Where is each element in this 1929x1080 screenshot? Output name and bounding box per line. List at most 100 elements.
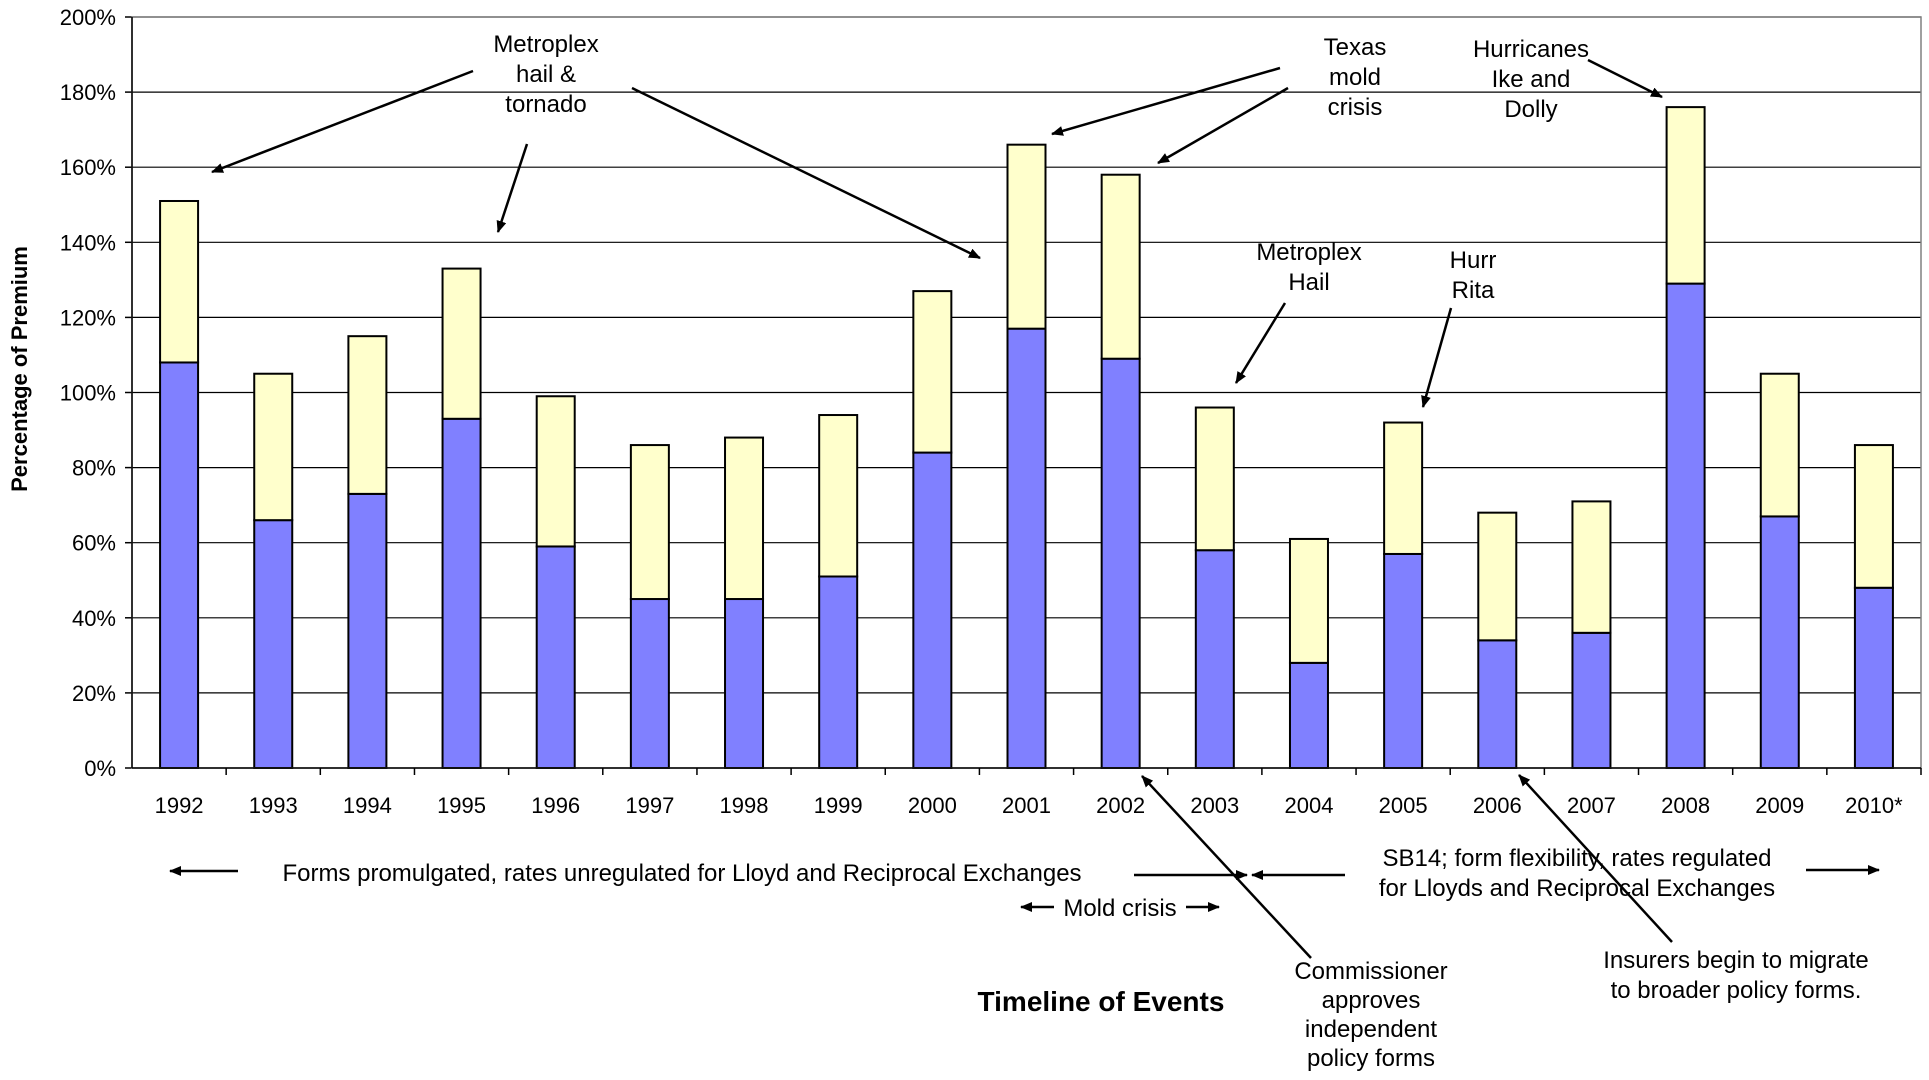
bar-segment-1-2004 — [1288, 661, 1329, 769]
y-tick-label: 180% — [60, 80, 116, 105]
bar-segment-1-2002 — [1100, 357, 1141, 769]
x-tick-label: 1999 — [814, 793, 863, 818]
x-tick-label: 2001 — [1002, 793, 1051, 818]
x-tick-label: 1996 — [531, 793, 580, 818]
y-axis-label: Percentage of Premium — [7, 246, 32, 492]
annotation-line: hail & — [516, 61, 576, 88]
x-tick-label: 2002 — [1096, 793, 1145, 818]
bar-segment-2-2009 — [1759, 372, 1800, 518]
timeline-label: SB14; form flexibility, rates regulated — [1382, 845, 1771, 872]
x-tick-label: 1995 — [437, 793, 486, 818]
y-tick-label: 100% — [60, 381, 116, 406]
annotation-texas-mold-crisis: Texas mold crisis — [1051, 34, 1386, 165]
y-tick-label: 80% — [72, 456, 116, 481]
x-tick-label: 1994 — [343, 793, 392, 818]
x-tick-label: 1993 — [249, 793, 298, 818]
x-tick-label: 2008 — [1661, 793, 1710, 818]
annotation-line: Rita — [1452, 277, 1495, 304]
bar-segment-2-1994 — [347, 335, 388, 495]
bar-segment-1-2009 — [1759, 515, 1800, 769]
arrow — [496, 143, 529, 233]
bar-segment-2-1992 — [159, 199, 200, 364]
bar-segment-2-2001 — [1006, 143, 1047, 330]
arrow — [1421, 307, 1453, 408]
bar-segment-1-2008 — [1665, 282, 1706, 769]
bar-segment-2-2004 — [1288, 537, 1329, 664]
bar-segment-1-1998 — [724, 598, 765, 770]
x-tick-label: 2003 — [1190, 793, 1239, 818]
timeline-label: Forms promulgated, rates unregulated for… — [282, 860, 1081, 887]
x-tick-label: 2004 — [1284, 793, 1333, 818]
bar-segment-1-1995 — [441, 417, 482, 769]
y-tick-labels: 0% 20% 40% 60% 80% 100% 120% 140% 160% 180% 200% — [60, 5, 116, 781]
annotation-line: Hurricanes — [1473, 36, 1589, 63]
y-tick-label: 140% — [60, 230, 116, 255]
annotation-insurers: Insurers begin to migrate to broader pol… — [1518, 774, 1869, 1004]
bar-segment-2-2003 — [1194, 406, 1235, 552]
x-tick-label: 1998 — [720, 793, 769, 818]
y-tick-label: 60% — [72, 531, 116, 556]
x-tick-label: 2007 — [1567, 793, 1616, 818]
bar-segment-2-1999 — [818, 414, 859, 578]
bar-segment-2-2007 — [1571, 500, 1612, 634]
bar-segment-2-2005 — [1383, 421, 1424, 555]
annotation-line: to broader policy forms. — [1611, 977, 1862, 1004]
arrow — [211, 69, 474, 174]
bar-segment-1-2010 — [1853, 586, 1894, 770]
y-tick-label: 200% — [60, 5, 116, 30]
timeline-label: Mold crisis — [1063, 895, 1176, 922]
annotation-line: Ike and — [1492, 66, 1571, 93]
annotation-line: mold — [1329, 64, 1381, 91]
annotation-metroplex-hail-tornado: Metroplex hail & tornado — [211, 31, 981, 260]
arrow — [1051, 66, 1281, 136]
arrow — [1587, 58, 1663, 99]
x-axis-title: Timeline of Events — [978, 986, 1225, 1017]
annotation-line: Hail — [1288, 269, 1329, 296]
x-tick-label: 2009 — [1755, 793, 1804, 818]
arrow — [1518, 774, 1673, 943]
bar-segment-2-2000 — [912, 290, 953, 454]
bar-segment-2-2002 — [1100, 173, 1141, 360]
bar-segment-1-2000 — [912, 451, 953, 769]
bars — [159, 106, 1894, 770]
annotation-line: policy forms — [1307, 1045, 1435, 1072]
annotation-commissioner: Commissioner approves independent policy… — [1141, 775, 1448, 1072]
arrow — [631, 86, 981, 260]
bar-segment-2-1997 — [629, 444, 670, 601]
bar-segment-2-2008 — [1665, 106, 1706, 285]
annotation-line: Hurr — [1450, 247, 1497, 274]
timeline-mold-crisis: Mold crisis — [1020, 895, 1220, 922]
bar-segment-2-2006 — [1477, 511, 1518, 642]
y-tick-label: 0% — [84, 756, 116, 781]
bar-segment-2-1996 — [535, 395, 576, 548]
x-tick-label: 2000 — [908, 793, 957, 818]
annotation-hurr-rita: Hurr Rita — [1421, 247, 1497, 408]
arrow — [1141, 775, 1312, 959]
x-tick-label: 2006 — [1473, 793, 1522, 818]
annotation-metroplex-hail: Metroplex Hail — [1234, 239, 1362, 384]
bar-segment-1-1996 — [535, 545, 576, 770]
timeline-sb14: SB14; form flexibility, rates regulated … — [1251, 845, 1880, 902]
timeline-label: for Lloyds and Reciprocal Exchanges — [1379, 875, 1775, 902]
annotation-hurricanes: Hurricanes Ike and Dolly — [1473, 36, 1663, 123]
bar-segment-1-1999 — [818, 575, 859, 769]
annotation-line: crisis — [1328, 94, 1383, 121]
axes — [125, 16, 1922, 775]
bar-segment-1-1993 — [253, 519, 294, 769]
bar-segment-1-2003 — [1194, 549, 1235, 770]
y-tick-label: 20% — [72, 681, 116, 706]
annotation-line: independent — [1305, 1016, 1437, 1043]
bar-segment-1-2006 — [1477, 639, 1518, 770]
x-tick-label: 1997 — [625, 793, 674, 818]
bar-segment-2-1998 — [724, 436, 765, 601]
annotation-line: Metroplex — [493, 31, 598, 58]
arrow — [1157, 86, 1289, 165]
bar-segment-1-1994 — [347, 492, 388, 769]
arrow — [1234, 302, 1287, 384]
y-tick-label: 160% — [60, 155, 116, 180]
bar-segment-1-2005 — [1383, 552, 1424, 770]
annotation-line: approves — [1322, 987, 1421, 1014]
bar-segment-2-2010 — [1853, 444, 1894, 589]
annotation-line: Insurers begin to migrate — [1603, 947, 1868, 974]
